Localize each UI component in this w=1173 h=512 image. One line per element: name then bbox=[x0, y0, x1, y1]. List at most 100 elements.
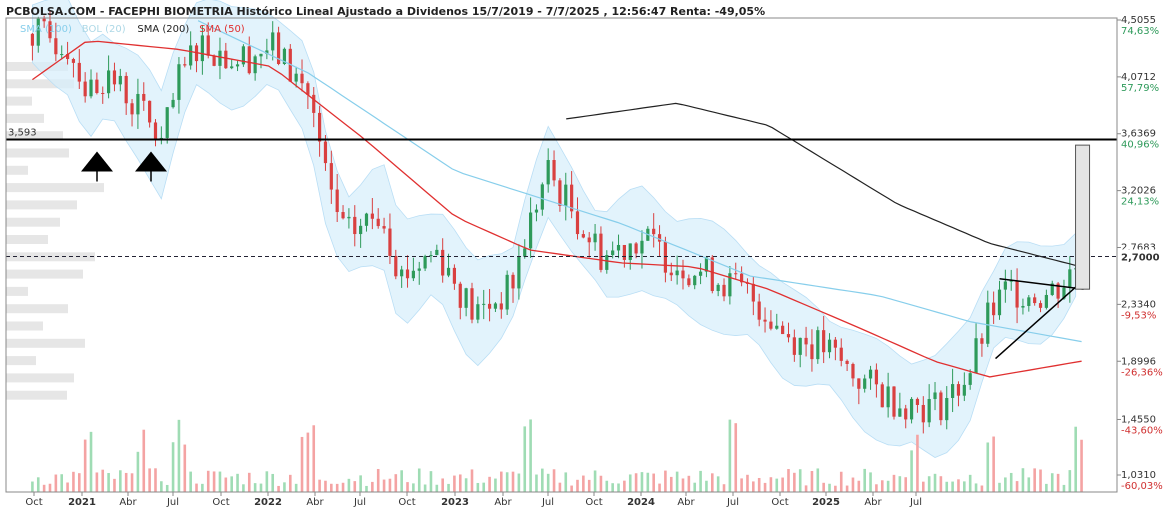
volume-bar bbox=[869, 472, 872, 492]
volume-bar bbox=[388, 478, 392, 492]
candle-body bbox=[886, 386, 890, 408]
volume-bar bbox=[511, 471, 515, 492]
candle-body bbox=[1033, 297, 1037, 304]
volume-profile-bar bbox=[6, 321, 43, 331]
candle-body bbox=[628, 243, 632, 260]
volume-bar bbox=[376, 468, 380, 492]
pct-tick-label: -60,03% bbox=[1121, 481, 1163, 492]
x-tick-label: 2024 bbox=[627, 497, 655, 508]
candle-body bbox=[687, 278, 691, 286]
candle-body bbox=[482, 303, 486, 305]
candle-body bbox=[851, 363, 855, 379]
volume-profile-bar bbox=[6, 235, 48, 244]
volume-bar bbox=[623, 480, 626, 492]
volume-bar bbox=[359, 475, 362, 492]
candle-body bbox=[675, 270, 679, 276]
x-tick-label: 2021 bbox=[68, 497, 96, 508]
candle-body bbox=[781, 325, 785, 335]
candle-body bbox=[1044, 294, 1048, 308]
x-tick-label: Jul bbox=[909, 497, 922, 508]
volume-bar bbox=[687, 475, 691, 492]
candle-body bbox=[347, 216, 351, 219]
x-tick-label: 2022 bbox=[254, 497, 282, 508]
x-tick-label: Abr bbox=[677, 497, 695, 508]
candle-body bbox=[417, 268, 421, 271]
volume-bar bbox=[828, 483, 831, 492]
candle-body bbox=[142, 93, 146, 101]
volume-bar bbox=[60, 474, 64, 492]
volume-bar bbox=[628, 474, 632, 492]
candle-body bbox=[359, 225, 363, 235]
volume-bar bbox=[48, 483, 52, 492]
candle-body bbox=[552, 160, 556, 181]
volume-bar bbox=[845, 485, 849, 492]
volume-bar bbox=[793, 472, 796, 492]
candle-body bbox=[124, 75, 128, 104]
candle-body bbox=[681, 270, 685, 279]
candle-body bbox=[1056, 283, 1060, 299]
candle-body bbox=[822, 330, 826, 353]
candle-body bbox=[634, 243, 638, 254]
candle-body bbox=[394, 255, 398, 277]
candle-body bbox=[60, 54, 64, 56]
candle-body bbox=[611, 250, 615, 256]
volume-bar bbox=[453, 475, 456, 492]
price-tick-label: 3,2026 bbox=[1121, 186, 1156, 197]
volume-profile-bar bbox=[6, 286, 28, 296]
volume-bar bbox=[804, 485, 808, 492]
volume-bar bbox=[1021, 468, 1025, 492]
candle-body bbox=[446, 267, 451, 276]
candle-body bbox=[423, 256, 427, 269]
candle-body bbox=[206, 35, 210, 56]
volume-bar bbox=[271, 473, 275, 492]
candle-body bbox=[728, 273, 732, 297]
price-tick-label: 2,7683 bbox=[1121, 242, 1156, 253]
volume-bar bbox=[195, 483, 198, 492]
candle-body bbox=[400, 269, 404, 277]
candle-body bbox=[827, 339, 832, 353]
volume-bar bbox=[371, 481, 374, 492]
candle-body bbox=[83, 81, 87, 97]
volume-bar bbox=[113, 478, 116, 492]
volume-bar bbox=[283, 482, 286, 492]
candle-body bbox=[868, 369, 873, 379]
candle-body bbox=[804, 337, 808, 345]
candle-body bbox=[89, 79, 93, 97]
volume-bar bbox=[763, 482, 767, 492]
volume-bar bbox=[171, 442, 175, 492]
candle-body bbox=[271, 32, 275, 51]
legend-item: SMA (200) bbox=[137, 24, 189, 35]
volume-bar bbox=[652, 473, 655, 492]
volume-bar bbox=[1009, 472, 1013, 492]
volume-bar bbox=[880, 480, 884, 492]
volume-bar bbox=[54, 474, 58, 492]
volume-bar bbox=[1033, 468, 1036, 492]
volume-bar bbox=[757, 477, 761, 492]
x-tick-label: Oct bbox=[771, 497, 788, 508]
volume-bar bbox=[476, 482, 480, 492]
volume-bar bbox=[1068, 470, 1072, 492]
candle-body bbox=[616, 244, 621, 251]
candle-body bbox=[898, 408, 902, 417]
candle-body bbox=[564, 184, 568, 206]
legend-item: SMA (50) bbox=[199, 24, 245, 35]
current-price-label: 2,7000 bbox=[1121, 252, 1160, 263]
candle-body bbox=[1038, 303, 1043, 308]
volume-bar bbox=[658, 483, 661, 492]
candle-body bbox=[511, 274, 515, 289]
volume-bar bbox=[412, 483, 415, 492]
volume-bar bbox=[798, 469, 802, 492]
volume-bar bbox=[523, 426, 527, 492]
candle-body bbox=[698, 271, 703, 276]
candle-body bbox=[235, 64, 240, 67]
legend-item: SMA (100) bbox=[20, 24, 72, 35]
volume-bar bbox=[611, 483, 614, 492]
volume-bar bbox=[927, 476, 931, 492]
candle-body bbox=[312, 94, 316, 113]
volume-bar bbox=[570, 485, 573, 492]
volume-bar bbox=[95, 472, 99, 492]
volume-bar bbox=[242, 484, 245, 492]
candle-body bbox=[107, 70, 111, 94]
volume-profile-bar bbox=[6, 304, 68, 314]
